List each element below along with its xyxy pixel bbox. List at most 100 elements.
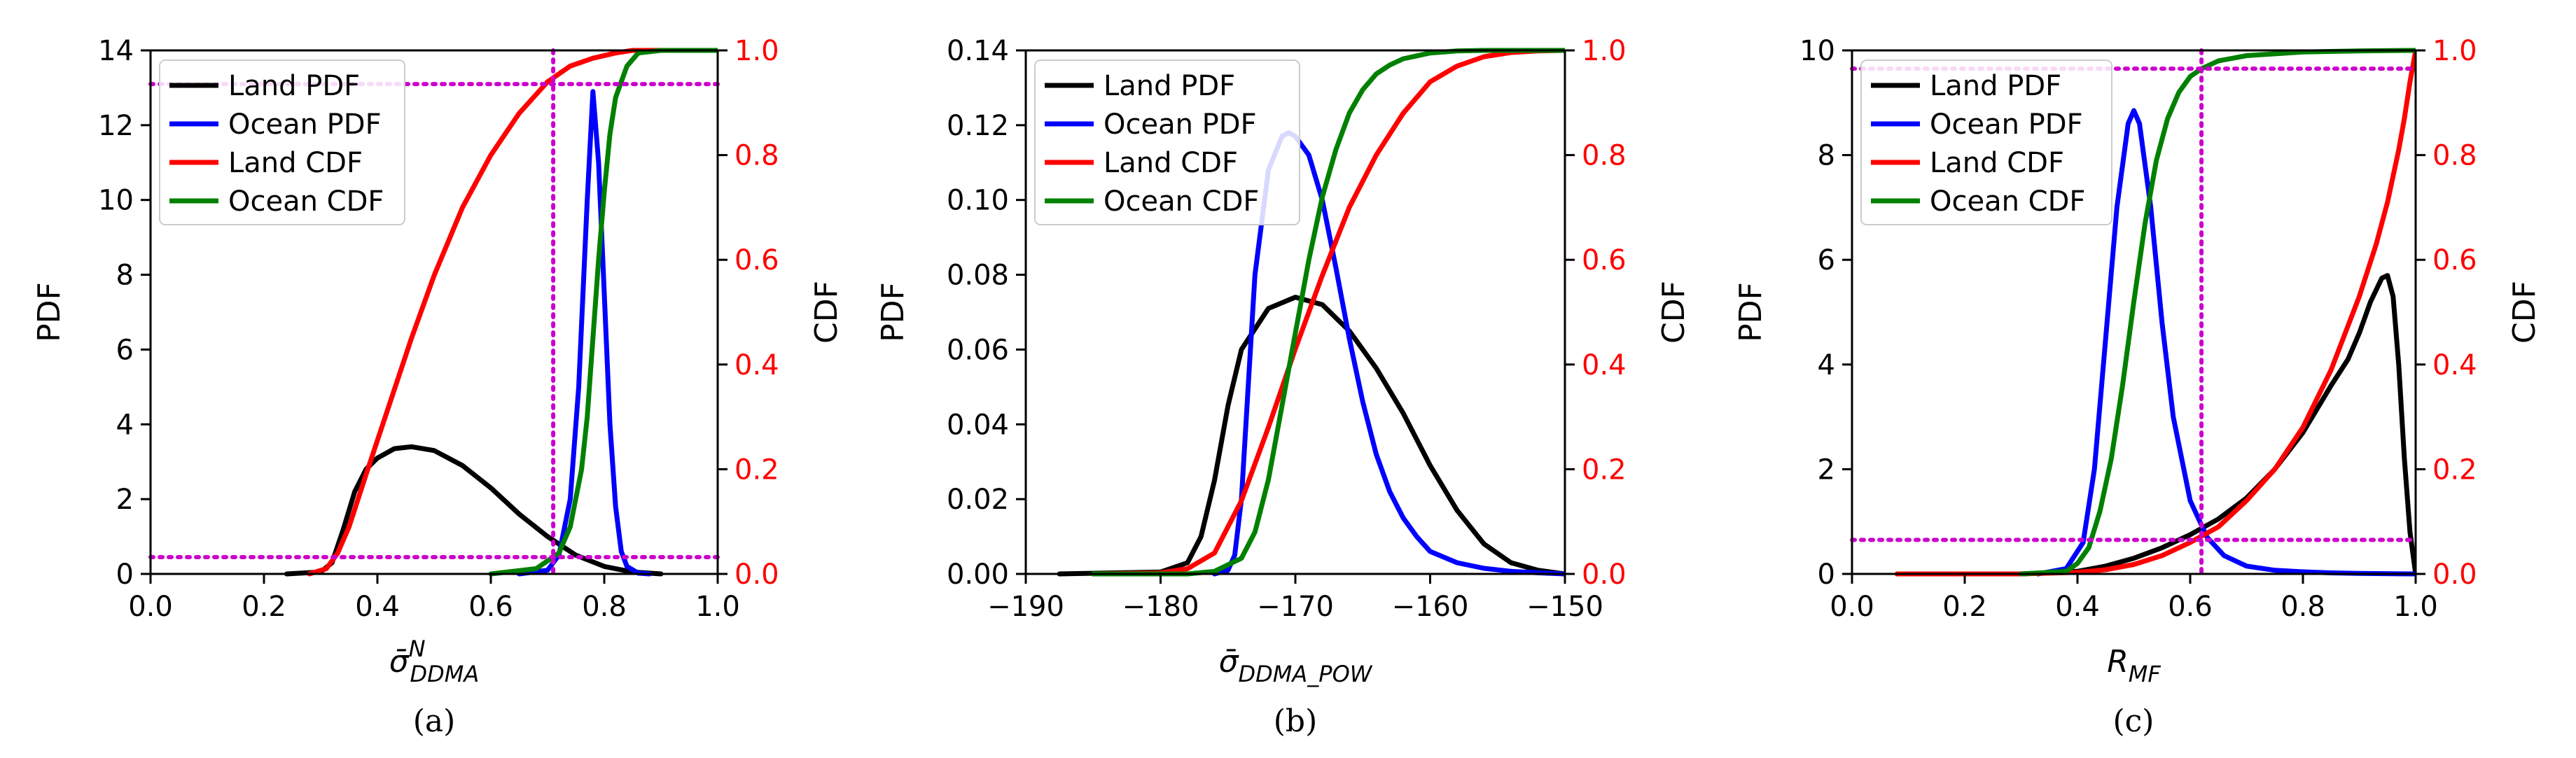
y-tick-label-left: 10	[98, 185, 134, 217]
series-line-land-pdf	[284, 444, 664, 577]
legend: Land PDF Ocean PDF Land CDF Ocean CDF	[159, 59, 405, 225]
series-group	[1057, 48, 1565, 577]
series-line-ocean-cdf	[2019, 48, 2416, 577]
y-tick-label-right: 0.4	[734, 349, 779, 381]
y-tick-label-left: 4	[116, 409, 134, 441]
y-tick-label-left: 0.02	[947, 484, 1009, 516]
legend-box	[159, 59, 405, 225]
y-tick-label-left: 0.12	[947, 110, 1009, 142]
x-tick-label: −180	[1122, 591, 1199, 623]
series-group	[1894, 48, 2416, 577]
x-tick-label: 0.4	[355, 591, 400, 623]
legend-label: Ocean PDF	[228, 108, 382, 141]
series-line-land-cdf	[1090, 48, 1565, 577]
x-axis-title: σ̄DDMA_POW	[1219, 644, 1373, 687]
legend-box	[1860, 59, 2112, 225]
y-tick-label-right: 0.8	[2432, 140, 2477, 172]
x-tick-label: −160	[1392, 591, 1469, 623]
y-tick-label-left: 0	[1818, 559, 1835, 591]
y-tick-label-left: 4	[1818, 349, 1835, 381]
legend: Land PDF Ocean PDF Land CDF Ocean CDF	[1860, 59, 2112, 225]
y-tick-label-left: 8	[1818, 140, 1835, 172]
y-tick-label-right: 0.2	[734, 454, 779, 486]
panel-caption: (a)	[413, 703, 456, 739]
y-tick-label-left: 2	[116, 484, 134, 516]
y-tick-label-right: 1.0	[734, 35, 779, 67]
y-tick-label-right: 0.6	[1582, 244, 1627, 276]
legend-label: Land PDF	[228, 70, 360, 102]
plot-frame	[1851, 49, 2417, 575]
y-tick-label-left: 0.14	[947, 35, 1009, 67]
y-axis-title-left: PDF	[1733, 282, 1769, 342]
y-tick-label-left: 12	[98, 110, 134, 142]
x-tick-label: 0.8	[2281, 591, 2325, 623]
series-line-land-cdf	[1894, 48, 2416, 577]
y-axis-title-right: CDF	[809, 281, 844, 344]
chart-panel-3: 0.0 0.2 0.4 0.6 0.8 1.0 0 2 4 6 8 10 0.0 0.2 0.4 0.6 0.8…	[1733, 35, 2542, 739]
legend-label: Ocean CDF	[1103, 185, 1259, 218]
y-tick-label-left: 6	[1818, 244, 1835, 276]
legend-label: Ocean PDF	[1930, 108, 2083, 141]
x-tick-label: 0.2	[242, 591, 286, 623]
y-axis-title-right: CDF	[1656, 281, 1692, 344]
y-axis-title-right: CDF	[2507, 281, 2542, 344]
y-tick-label-left: 14	[98, 35, 134, 67]
y-tick-label-left: 0.06	[947, 334, 1009, 366]
legend-box	[1034, 59, 1300, 225]
x-tick-label: 0.0	[128, 591, 173, 623]
y-tick-label-left: 0.08	[947, 260, 1009, 292]
y-tick-label-right: 0.0	[2432, 559, 2477, 591]
y-tick-label-left: 6	[116, 334, 134, 366]
series-line-ocean-cdf	[488, 48, 718, 577]
x-tick-label: 0.6	[2168, 591, 2213, 623]
y-tick-label-right: 0.0	[734, 559, 779, 591]
x-tick-label: −190	[987, 591, 1064, 623]
y-tick-label-right: 1.0	[1582, 35, 1627, 67]
x-axis-title: σ̄N DDMA	[389, 636, 480, 687]
legend-label: Land CDF	[1103, 147, 1238, 179]
panel-caption: (c)	[2113, 703, 2154, 739]
series-line-ocean-pdf	[1212, 130, 1565, 577]
x-tick-label: 0.6	[468, 591, 513, 623]
y-tick-label-left: 8	[116, 260, 134, 292]
y-tick-label-right: 0.2	[1582, 454, 1627, 486]
series-line-land-pdf	[1057, 295, 1565, 577]
x-tick-label: 0.0	[1830, 591, 1874, 623]
y-tick-label-right: 0.4	[2432, 349, 2477, 381]
y-tick-label-right: 0.4	[1582, 349, 1627, 381]
x-tick-label: −150	[1526, 591, 1603, 623]
y-tick-label-left: 2	[1818, 454, 1835, 486]
legend-label: Ocean CDF	[228, 185, 384, 218]
legend-label: Ocean PDF	[1103, 108, 1257, 141]
series-line-ocean-pdf	[2035, 108, 2416, 577]
y-tick-label-left: 0.00	[947, 559, 1009, 591]
y-tick-label-left: 0.10	[947, 185, 1009, 217]
y-tick-label-right: 0.8	[734, 140, 779, 172]
legend-label: Ocean CDF	[1930, 185, 2085, 218]
plot-frame	[149, 49, 719, 575]
x-axis-title: RMF	[2107, 644, 2161, 687]
series-line-ocean-pdf	[517, 89, 653, 577]
series-line-land-pdf	[1894, 273, 2416, 577]
y-axis-title-left: PDF	[32, 282, 67, 342]
legend-label: Land PDF	[1103, 70, 1235, 102]
y-tick-label-right: 0.6	[734, 244, 779, 276]
legend-label: Land CDF	[1930, 147, 2064, 179]
y-tick-label-right: 0.0	[1582, 559, 1627, 591]
legend-label: Land PDF	[1930, 70, 2061, 102]
y-tick-label-right: 1.0	[2432, 35, 2477, 67]
legend-label: Land CDF	[228, 147, 363, 179]
x-tick-label: 0.8	[582, 591, 627, 623]
x-tick-label: 1.0	[695, 591, 740, 623]
y-tick-label-left: 0	[116, 559, 134, 591]
y-tick-label-left: 10	[1799, 35, 1835, 67]
panel-caption: (b)	[1274, 703, 1318, 739]
series-line-land-cdf	[307, 48, 718, 577]
y-axis-title-left: PDF	[875, 282, 911, 342]
y-tick-label-right: 0.2	[2432, 454, 2477, 486]
legend: Land PDF Ocean PDF Land CDF Ocean CDF	[1034, 59, 1300, 225]
chart-panel-2: −190 −180 −170 −160 −150 0.00 0.02 0.04 0.06 0.08…	[875, 35, 1692, 739]
x-tick-label: 0.2	[1942, 591, 1987, 623]
x-tick-label: 1.0	[2393, 591, 2438, 623]
